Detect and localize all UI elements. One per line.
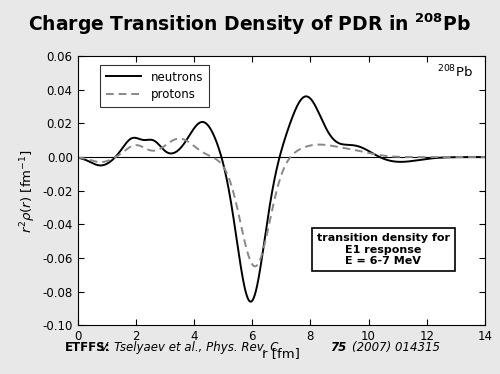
- neutrons: [303, 94, 309, 99]
- Line: neutrons: neutrons: [78, 96, 485, 302]
- Text: (2007) 014315: (2007) 014315: [352, 341, 440, 354]
- neutrons: [74, 156, 80, 160]
- protons: [396, 154, 402, 159]
- Text: transition density for
E1 response
E = 6-7 MeV: transition density for E1 response E = 6…: [316, 233, 450, 266]
- protons: [273, 191, 279, 195]
- Text: 75: 75: [330, 341, 346, 354]
- protons: [470, 155, 476, 159]
- protons: [482, 155, 488, 159]
- protons: [176, 136, 182, 141]
- protons: [252, 264, 258, 269]
- Text: V. Tselyaev et al., Phys. Rev. C: V. Tselyaev et al., Phys. Rev. C: [100, 341, 278, 354]
- Text: $^{208}$Pb: $^{208}$Pb: [437, 64, 473, 81]
- Line: protons: protons: [78, 138, 485, 266]
- neutrons: [262, 234, 268, 239]
- Text: Charge Transition Density of PDR in $\mathbf{^{208}}$Pb: Charge Transition Density of PDR in $\ma…: [28, 12, 471, 37]
- protons: [74, 155, 80, 160]
- neutrons: [396, 160, 402, 164]
- X-axis label: r [fm]: r [fm]: [262, 347, 300, 361]
- neutrons: [482, 155, 488, 159]
- neutrons: [96, 163, 102, 168]
- Legend: neutrons, protons: neutrons, protons: [100, 65, 209, 107]
- neutrons: [470, 155, 476, 159]
- neutrons: [248, 300, 254, 304]
- protons: [96, 160, 102, 164]
- protons: [470, 155, 476, 159]
- neutrons: [470, 155, 476, 159]
- Y-axis label: $r^2\rho(r)\ [\mathrm{fm}^{-1}]$: $r^2\rho(r)\ [\mathrm{fm}^{-1}]$: [18, 149, 38, 233]
- protons: [262, 239, 268, 244]
- neutrons: [273, 171, 279, 175]
- Text: ETFFS:: ETFFS:: [65, 341, 110, 354]
